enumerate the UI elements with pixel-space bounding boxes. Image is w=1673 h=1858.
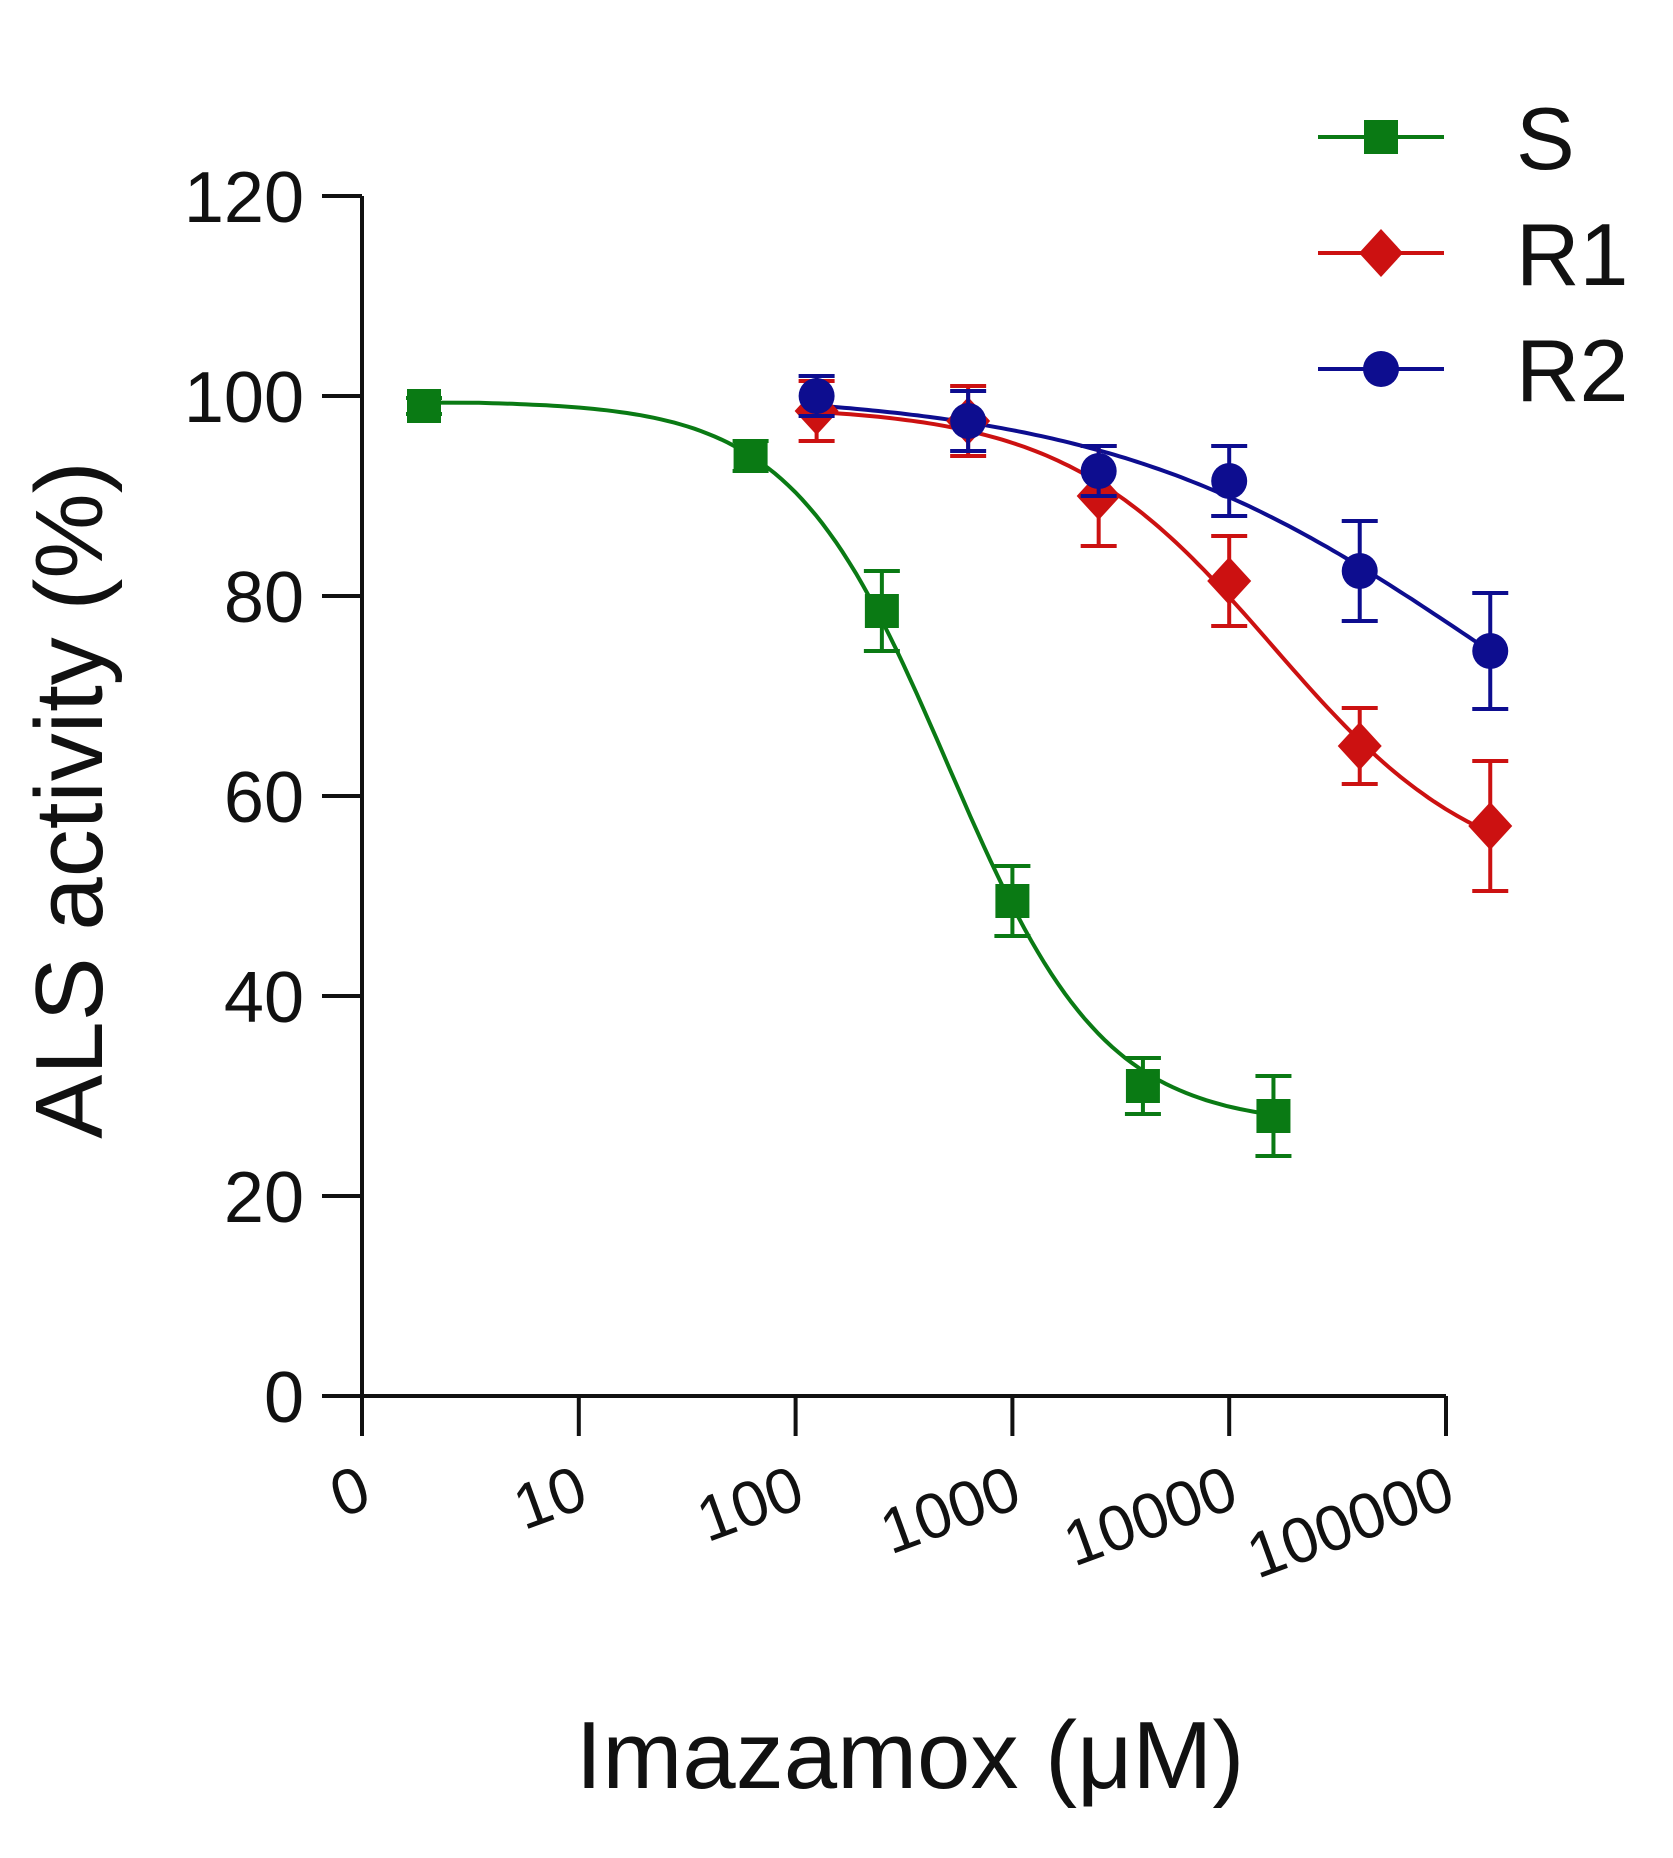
square-marker [1125,1069,1160,1103]
legend: S R1 R2 [1318,89,1629,420]
legend-label: R1 [1516,205,1629,304]
diamond-marker [1337,722,1382,770]
square-marker [864,594,899,628]
y-tick-label: 100 [184,358,304,438]
circle-marker [1363,351,1399,387]
data-point-s [1124,1056,1161,1116]
fit-curve-r2 [816,403,1492,654]
data-point-s [994,864,1031,938]
square-marker [995,884,1030,918]
x-tick-label: 10000 [1054,1451,1246,1580]
data-point-r2 [1211,444,1248,518]
data-point-s [863,569,900,653]
data-point-r2 [950,389,987,453]
x-tick-label: 1000 [871,1451,1029,1567]
diamond-marker [1359,229,1403,277]
fit-curve-r1 [816,410,1492,835]
data-points [406,374,1513,1158]
data-point-s [406,389,442,423]
y-tick-label: 0 [264,1358,304,1438]
data-point-r1 [1468,759,1513,893]
circle-marker [1080,453,1117,489]
legend-item-r1: R1 [1318,205,1629,304]
square-marker [733,439,768,473]
data-point-s [1255,1074,1292,1158]
x-axis-title: Imazamox (μM) [576,1702,1245,1809]
circle-marker [1472,633,1509,669]
fit-curve-s [423,400,1274,1117]
square-marker [1364,120,1398,154]
data-point-r1 [1337,706,1382,786]
data-point-r2 [798,374,835,418]
legend-label: S [1516,89,1575,188]
circle-marker [1341,553,1378,589]
x-tick-label: 100 [687,1451,812,1555]
diamond-marker [1207,557,1252,605]
x-tick-label: 10 [504,1451,596,1543]
legend-item-s: S [1318,89,1575,188]
circle-marker [1211,463,1248,499]
data-point-r2 [1472,591,1509,711]
data-point-r2 [1080,444,1117,498]
y-tick-label: 60 [224,758,304,838]
y-tick-label: 120 [184,158,304,238]
y-tick-label: 20 [224,1158,304,1238]
square-marker [1256,1099,1291,1133]
x-tick-label: 0 [321,1451,379,1531]
data-point-r1 [1207,534,1252,628]
data-point-s [732,439,769,473]
legend-item-r2: R2 [1318,321,1629,420]
square-marker [407,389,441,423]
diamond-marker [1468,802,1513,850]
y-tick-label: 40 [224,958,304,1038]
circle-marker [798,378,835,414]
y-tick-label: 80 [224,558,304,638]
legend-label: R2 [1516,321,1629,420]
data-point-r2 [1341,519,1378,623]
fit-curves [423,400,1492,1117]
y-axis-title: ALS activity (%) [16,461,123,1138]
x-tick-label: 100000 [1237,1451,1462,1592]
circle-marker [950,403,987,439]
